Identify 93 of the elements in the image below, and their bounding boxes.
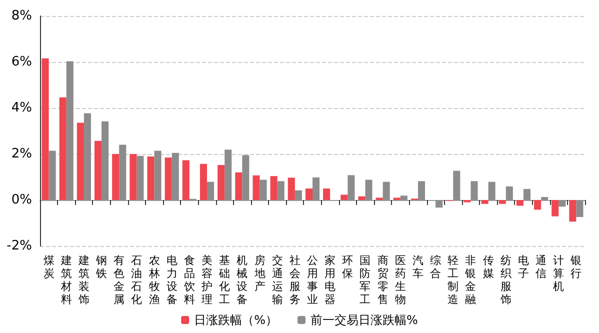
bar	[260, 180, 267, 200]
bar	[576, 200, 584, 218]
bar	[136, 156, 144, 200]
bar	[558, 200, 566, 207]
bar	[164, 157, 172, 200]
bar	[102, 121, 109, 200]
bar	[270, 176, 278, 200]
x-tick-label: 房地产	[253, 254, 266, 293]
x-tick-label: 交通运输	[272, 254, 283, 306]
x-tick-label: 农林牧渔	[148, 254, 160, 306]
bar	[147, 156, 154, 200]
x-tick-label: 电力设备	[166, 254, 178, 306]
bar	[506, 186, 513, 200]
bar	[94, 140, 102, 200]
legend-label: 前一交易日涨跌幅%	[310, 313, 418, 327]
bar	[358, 196, 366, 200]
x-tick-label: 计算机	[553, 254, 564, 293]
x-tick-label: 建筑装饰	[77, 254, 90, 306]
bar	[498, 200, 506, 204]
bar	[200, 164, 208, 200]
bar	[348, 175, 355, 200]
bar	[305, 188, 312, 200]
bar	[312, 177, 320, 200]
x-tick-label: 社会服务	[289, 254, 300, 306]
bar	[481, 200, 488, 204]
bar	[42, 58, 49, 200]
x-tick-label: 纺织服饰	[499, 254, 512, 306]
bar	[382, 182, 390, 200]
y-tick-label: -2%	[6, 238, 32, 254]
bar	[182, 160, 190, 200]
bar	[84, 113, 91, 200]
bar	[552, 200, 559, 216]
bar	[436, 200, 443, 208]
bar	[470, 181, 478, 200]
y-tick-label: 4%	[11, 100, 32, 116]
bar	[242, 155, 250, 200]
bar	[66, 61, 74, 200]
bar	[207, 182, 214, 200]
bar	[252, 175, 260, 200]
x-tick-label: 综合	[430, 254, 442, 280]
x-tick-label: 传媒	[482, 254, 494, 280]
x-tick-label: 汽车	[412, 254, 424, 280]
y-tick-label: 6%	[11, 54, 32, 70]
bar	[453, 170, 460, 200]
bar	[112, 154, 120, 200]
bar	[48, 150, 56, 200]
bar	[323, 188, 330, 200]
x-tick-label: 石油石化	[131, 254, 142, 306]
x-tick-label: 机械设备	[236, 254, 248, 306]
x-tick-label: 煤炭	[43, 254, 54, 280]
bar	[418, 181, 426, 200]
bar	[294, 190, 302, 200]
bar	[340, 194, 348, 200]
x-tick-label: 商贸零售	[377, 254, 388, 306]
x-tick-label: 银行	[570, 254, 582, 280]
x-tick-label: 基础化工	[218, 254, 230, 306]
x-tick-label: 环保	[342, 254, 354, 280]
x-tick-label: 食品饮料	[182, 254, 195, 306]
bar	[59, 97, 66, 200]
bar	[172, 152, 179, 200]
x-tick-label: 电子	[518, 254, 529, 280]
bar	[523, 188, 530, 200]
bar	[534, 200, 542, 210]
bar	[365, 180, 372, 200]
x-tick-label: 医药生物	[394, 254, 406, 306]
y-tick-label: 2%	[11, 146, 32, 162]
x-tick-label: 有色金属	[114, 254, 125, 306]
x-tick-label: 建筑材料	[60, 254, 72, 306]
x-tick-label: 美容护理	[200, 254, 213, 306]
legend-label: 日涨跌幅（%）	[194, 313, 278, 327]
y-tick-label: 8%	[11, 8, 32, 24]
bar	[154, 150, 162, 200]
bar	[516, 200, 524, 206]
bar	[277, 181, 284, 200]
bar	[488, 182, 496, 200]
x-tick-label: 通信	[536, 254, 547, 280]
bar	[76, 122, 84, 200]
x-tick-label: 家用电器	[324, 254, 336, 306]
bar	[218, 165, 225, 200]
x-tick-label: 轻工制造	[448, 254, 459, 306]
y-tick-label: 0%	[11, 192, 32, 208]
bar	[235, 172, 242, 200]
x-tick-label: 公用事业	[307, 254, 318, 306]
x-tick-label: 国防军工	[360, 254, 371, 306]
bar	[541, 197, 548, 200]
bar	[400, 196, 408, 200]
bar	[119, 144, 126, 200]
bar	[224, 150, 232, 200]
bar	[569, 200, 576, 222]
x-tick-label: 非银金融	[464, 254, 476, 306]
bar	[288, 178, 295, 200]
x-tick-label: 钢铁	[95, 254, 108, 280]
bar	[130, 154, 137, 200]
